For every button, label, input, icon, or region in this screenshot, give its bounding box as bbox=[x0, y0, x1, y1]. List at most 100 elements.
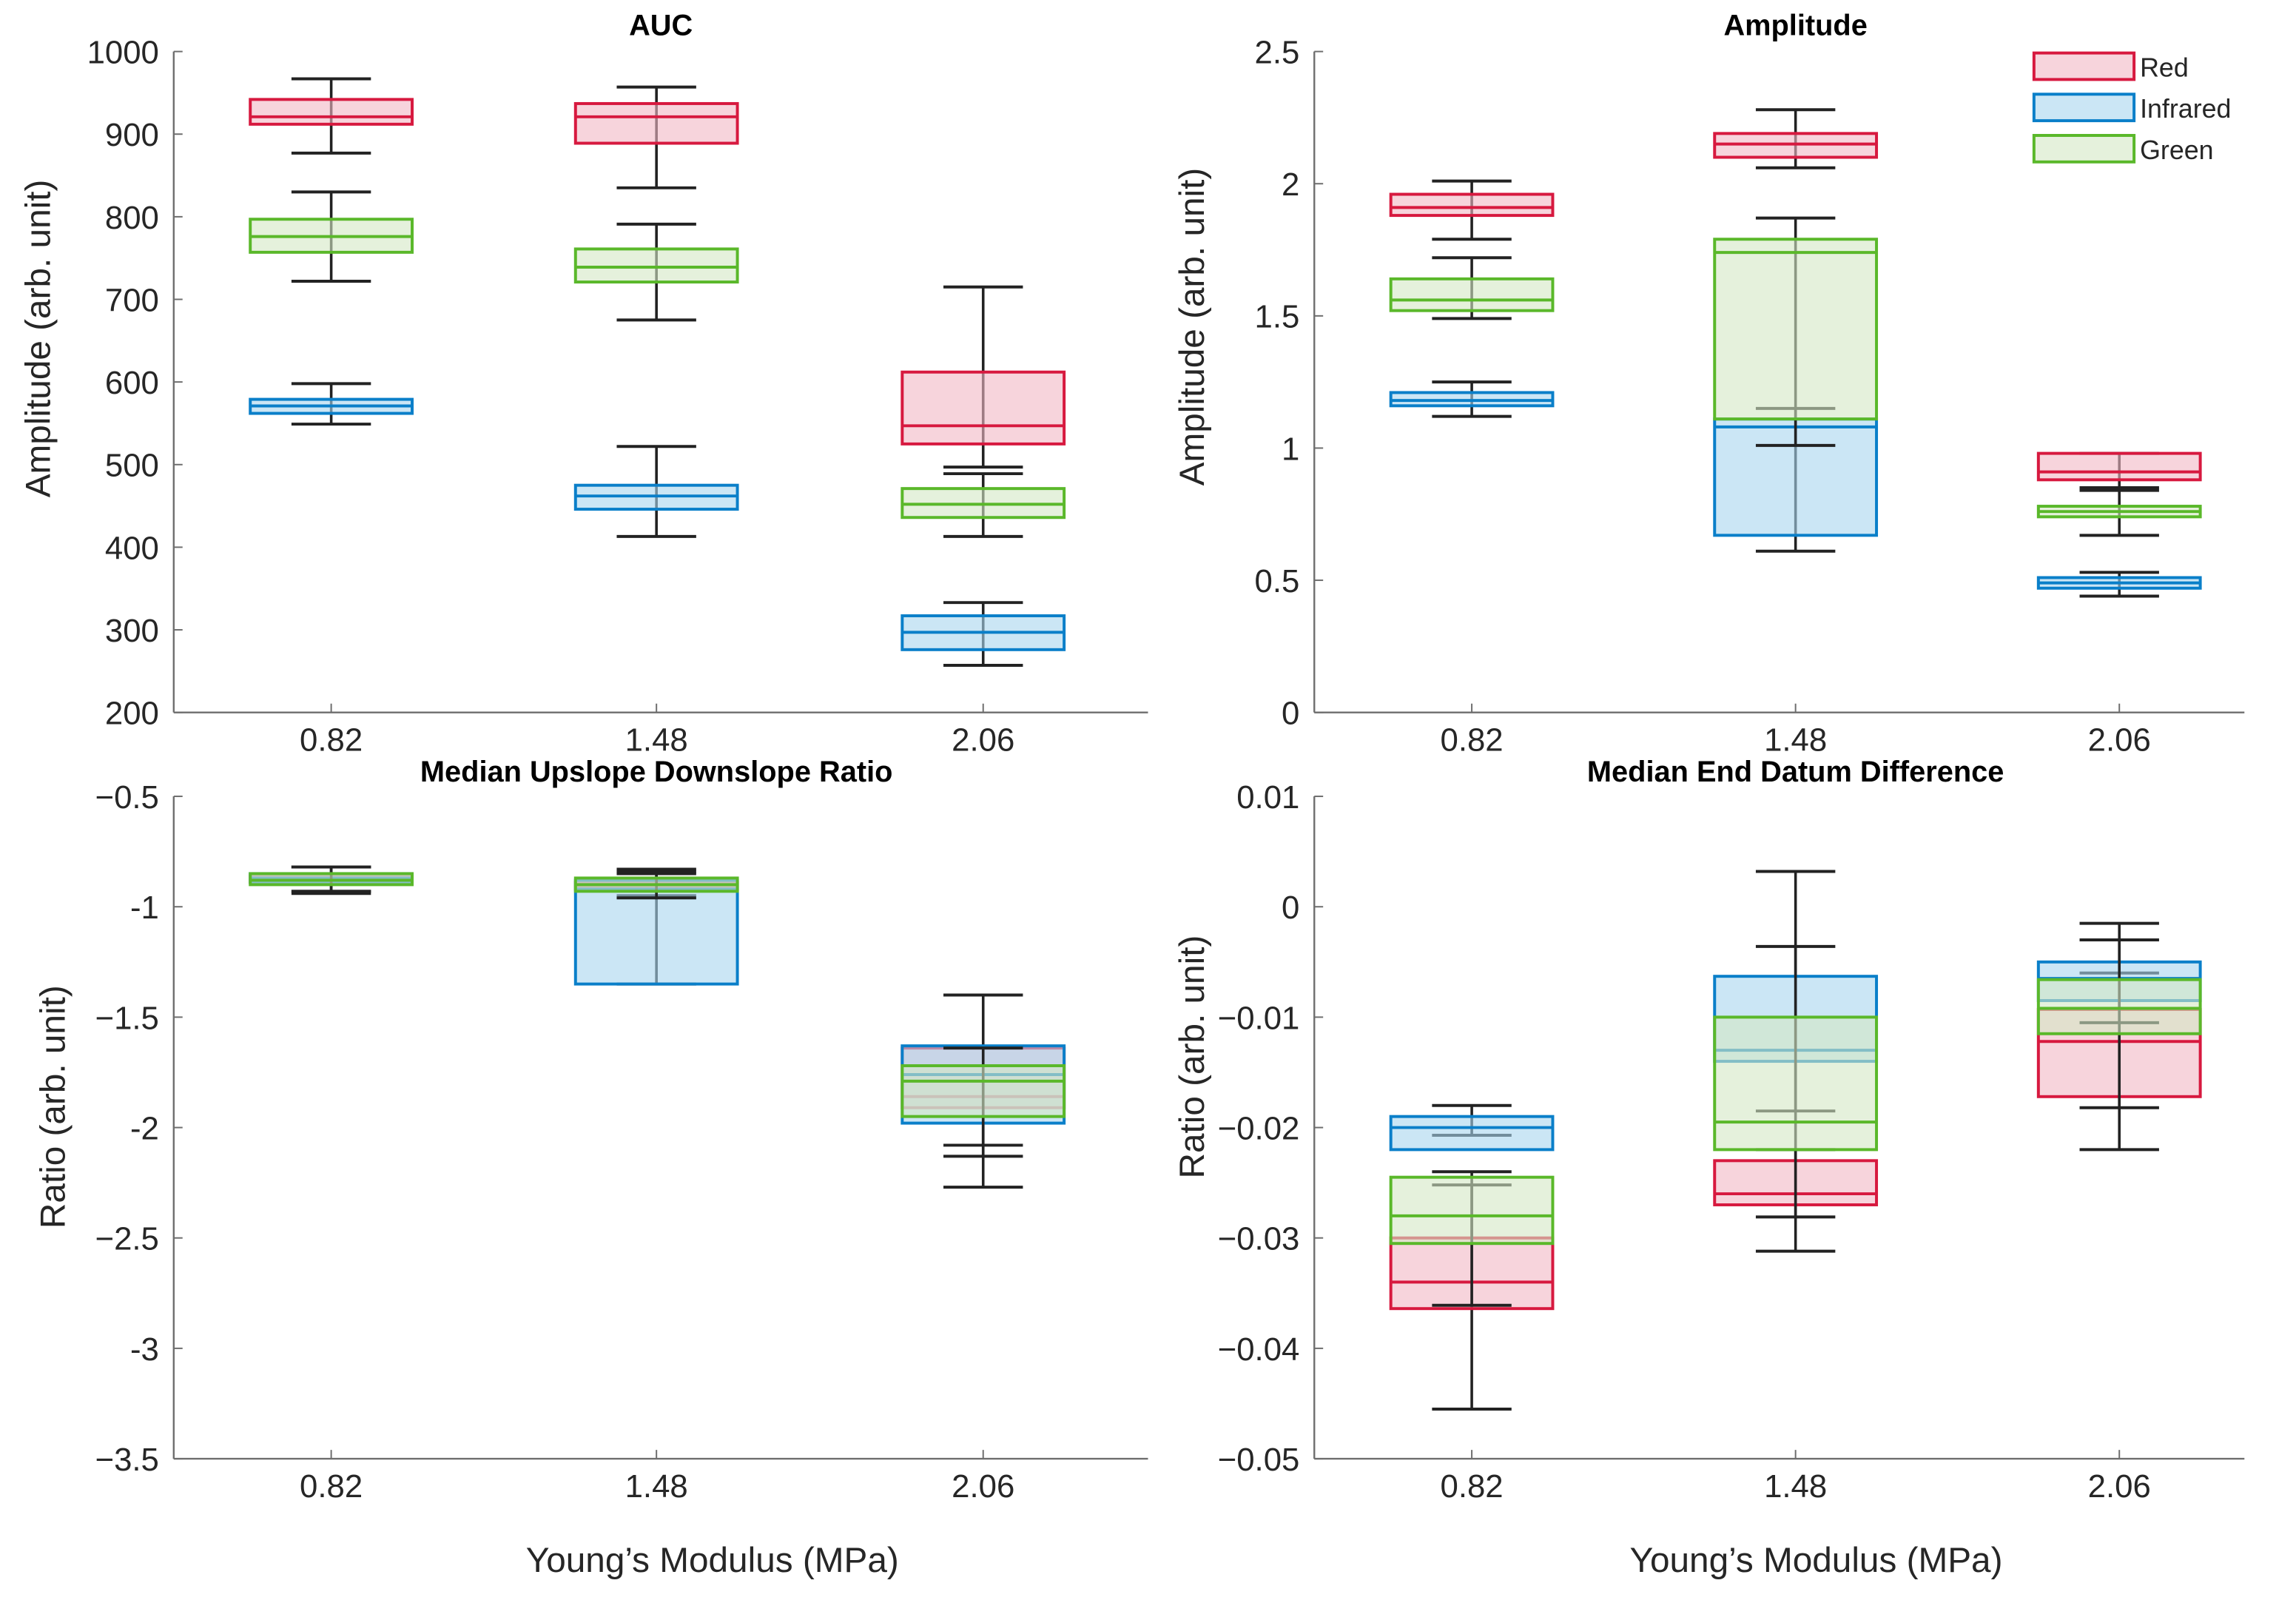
iqr-box bbox=[1389, 192, 1555, 218]
iqr-box bbox=[1713, 1015, 1879, 1152]
iqr-box bbox=[900, 1064, 1066, 1118]
box-green-1.48 bbox=[1713, 870, 1879, 1219]
iqr-box bbox=[249, 98, 414, 126]
iqr-box bbox=[573, 247, 739, 284]
box-green-0.82 bbox=[249, 190, 414, 283]
y-axis-label: Amplitude (arb. unit) bbox=[19, 180, 58, 498]
y-tick-label: −2.5 bbox=[95, 1221, 159, 1257]
x-tick-label: 2.06 bbox=[952, 722, 1014, 758]
y-tick-label: 1.5 bbox=[1255, 299, 1300, 335]
iqr-box bbox=[1713, 238, 1879, 421]
iqr-box bbox=[573, 101, 739, 145]
panel-upslope-downslope-ratio: Median Upslope Downslope Ratio Ratio (ar… bbox=[34, 756, 1148, 1580]
panel-auc: AUC Amplitude (arb. unit) 200 300 400 500 60… bbox=[19, 10, 1148, 758]
y-tick-label: −0.01 bbox=[1218, 1000, 1300, 1036]
y-tick-label: −0.5 bbox=[95, 779, 159, 816]
iqr-box bbox=[1389, 1115, 1555, 1152]
y-tick-label: 0.5 bbox=[1255, 563, 1300, 599]
x-tick-label: 1.48 bbox=[625, 722, 688, 758]
y-axis-label: Amplitude (arb. unit) bbox=[1173, 168, 1212, 486]
box-green-0.82 bbox=[249, 865, 414, 893]
box-green-2.06 bbox=[900, 1046, 1066, 1147]
x-tick-label: 0.82 bbox=[300, 722, 363, 758]
box-red-1.48 bbox=[573, 85, 739, 189]
box-green-2.06 bbox=[900, 472, 1066, 538]
x-tick-label: 0.82 bbox=[1440, 1468, 1503, 1505]
box-infrared-2.06 bbox=[2036, 571, 2202, 598]
y-tick-label: −0.02 bbox=[1218, 1110, 1300, 1146]
panel-title: AUC bbox=[629, 10, 693, 42]
y-tick-label: 2 bbox=[1282, 167, 1299, 203]
box-red-0.82 bbox=[249, 77, 414, 155]
box-infrared-1.48 bbox=[573, 872, 739, 986]
x-tick-label: 0.82 bbox=[1440, 722, 1503, 758]
legend-label-red: Red bbox=[2140, 53, 2189, 82]
legend-label-infrared: Infrared bbox=[2140, 94, 2231, 124]
panel-title: Amplitude bbox=[1723, 10, 1867, 42]
y-tick-label: -2 bbox=[130, 1110, 159, 1146]
box-green-2.06 bbox=[2036, 488, 2202, 537]
y-tick-label: 500 bbox=[105, 448, 159, 484]
x-tick-label: 2.06 bbox=[952, 1468, 1014, 1505]
box-green-1.48 bbox=[573, 222, 739, 322]
y-tick-label: 900 bbox=[105, 117, 159, 153]
box-red-2.06 bbox=[900, 285, 1066, 469]
iqr-box bbox=[1389, 1175, 1555, 1246]
box-green-1.48 bbox=[1713, 216, 1879, 447]
box-infrared-2.06 bbox=[900, 601, 1066, 668]
legend-swatch-infrared bbox=[2032, 93, 2136, 123]
x-tick-label: 2.06 bbox=[2088, 1468, 2151, 1505]
legend-swatch-red bbox=[2032, 51, 2136, 81]
y-tick-label: 600 bbox=[105, 365, 159, 401]
box-green-1.48 bbox=[573, 867, 739, 900]
y-tick-label: 0.01 bbox=[1236, 779, 1299, 816]
y-tick-label: 1000 bbox=[87, 35, 159, 71]
y-axis-label: Ratio (arb. unit) bbox=[1173, 935, 1212, 1179]
y-axis-label: Ratio (arb. unit) bbox=[34, 985, 73, 1229]
y-tick-label: 0 bbox=[1282, 696, 1299, 732]
x-tick-label: 1.48 bbox=[1764, 722, 1827, 758]
y-tick-label: −0.04 bbox=[1218, 1331, 1300, 1368]
y-tick-label: -1 bbox=[130, 890, 159, 926]
x-tick-label: 2.06 bbox=[2088, 722, 2151, 758]
y-tick-label: −1.5 bbox=[95, 1000, 159, 1036]
y-tick-label: 400 bbox=[105, 530, 159, 566]
y-tick-label: -3 bbox=[130, 1331, 159, 1368]
panel-title: Median Upslope Downslope Ratio bbox=[420, 756, 893, 788]
box-infrared-0.82 bbox=[1389, 1103, 1555, 1152]
box-red-1.48 bbox=[1713, 108, 1879, 169]
y-tick-label: 0 bbox=[1282, 890, 1299, 926]
box-green-2.06 bbox=[2036, 938, 2202, 1109]
box-green-0.82 bbox=[1389, 1175, 1555, 1307]
y-tick-label: 1 bbox=[1282, 431, 1299, 467]
x-axis-label: Young’s Modulus (MPa) bbox=[526, 1541, 899, 1580]
x-tick-label: 1.48 bbox=[625, 1468, 688, 1505]
box-red-0.82 bbox=[1389, 179, 1555, 241]
iqr-box bbox=[1389, 277, 1555, 312]
y-tick-label: 800 bbox=[105, 200, 159, 236]
x-tick-label: 1.48 bbox=[1764, 1468, 1827, 1505]
y-tick-label: −0.03 bbox=[1218, 1221, 1300, 1257]
box-infrared-1.48 bbox=[573, 445, 739, 538]
legend-swatch-green bbox=[2032, 133, 2136, 164]
x-axis-label: Young’s Modulus (MPa) bbox=[1630, 1541, 2003, 1580]
x-tick-label: 0.82 bbox=[300, 1468, 363, 1505]
y-tick-label: 200 bbox=[105, 696, 159, 732]
box-green-0.82 bbox=[1389, 256, 1555, 320]
panel-title: Median End Datum Difference bbox=[1587, 756, 2004, 788]
panel-end-datum-difference: Median End Datum Difference Ratio (arb. … bbox=[1173, 756, 2245, 1580]
box-infrared-0.82 bbox=[1389, 380, 1555, 418]
box-infrared-0.82 bbox=[249, 382, 414, 426]
y-tick-label: −3.5 bbox=[95, 1442, 159, 1478]
y-tick-label: 2.5 bbox=[1255, 35, 1300, 71]
y-tick-label: 700 bbox=[105, 282, 159, 318]
y-tick-label: −0.05 bbox=[1218, 1442, 1300, 1478]
legend-label-green: Green bbox=[2140, 135, 2214, 165]
y-tick-label: 300 bbox=[105, 613, 159, 649]
iqr-box bbox=[2036, 451, 2202, 482]
legend: Red Infrared Green bbox=[2023, 44, 2242, 168]
panel-amplitude: Amplitude Amplitude (arb. unit) 0 0.5 1 1.5… bbox=[1173, 10, 2245, 758]
iqr-box bbox=[2036, 978, 2202, 1035]
box-red-2.06 bbox=[2036, 451, 2202, 490]
